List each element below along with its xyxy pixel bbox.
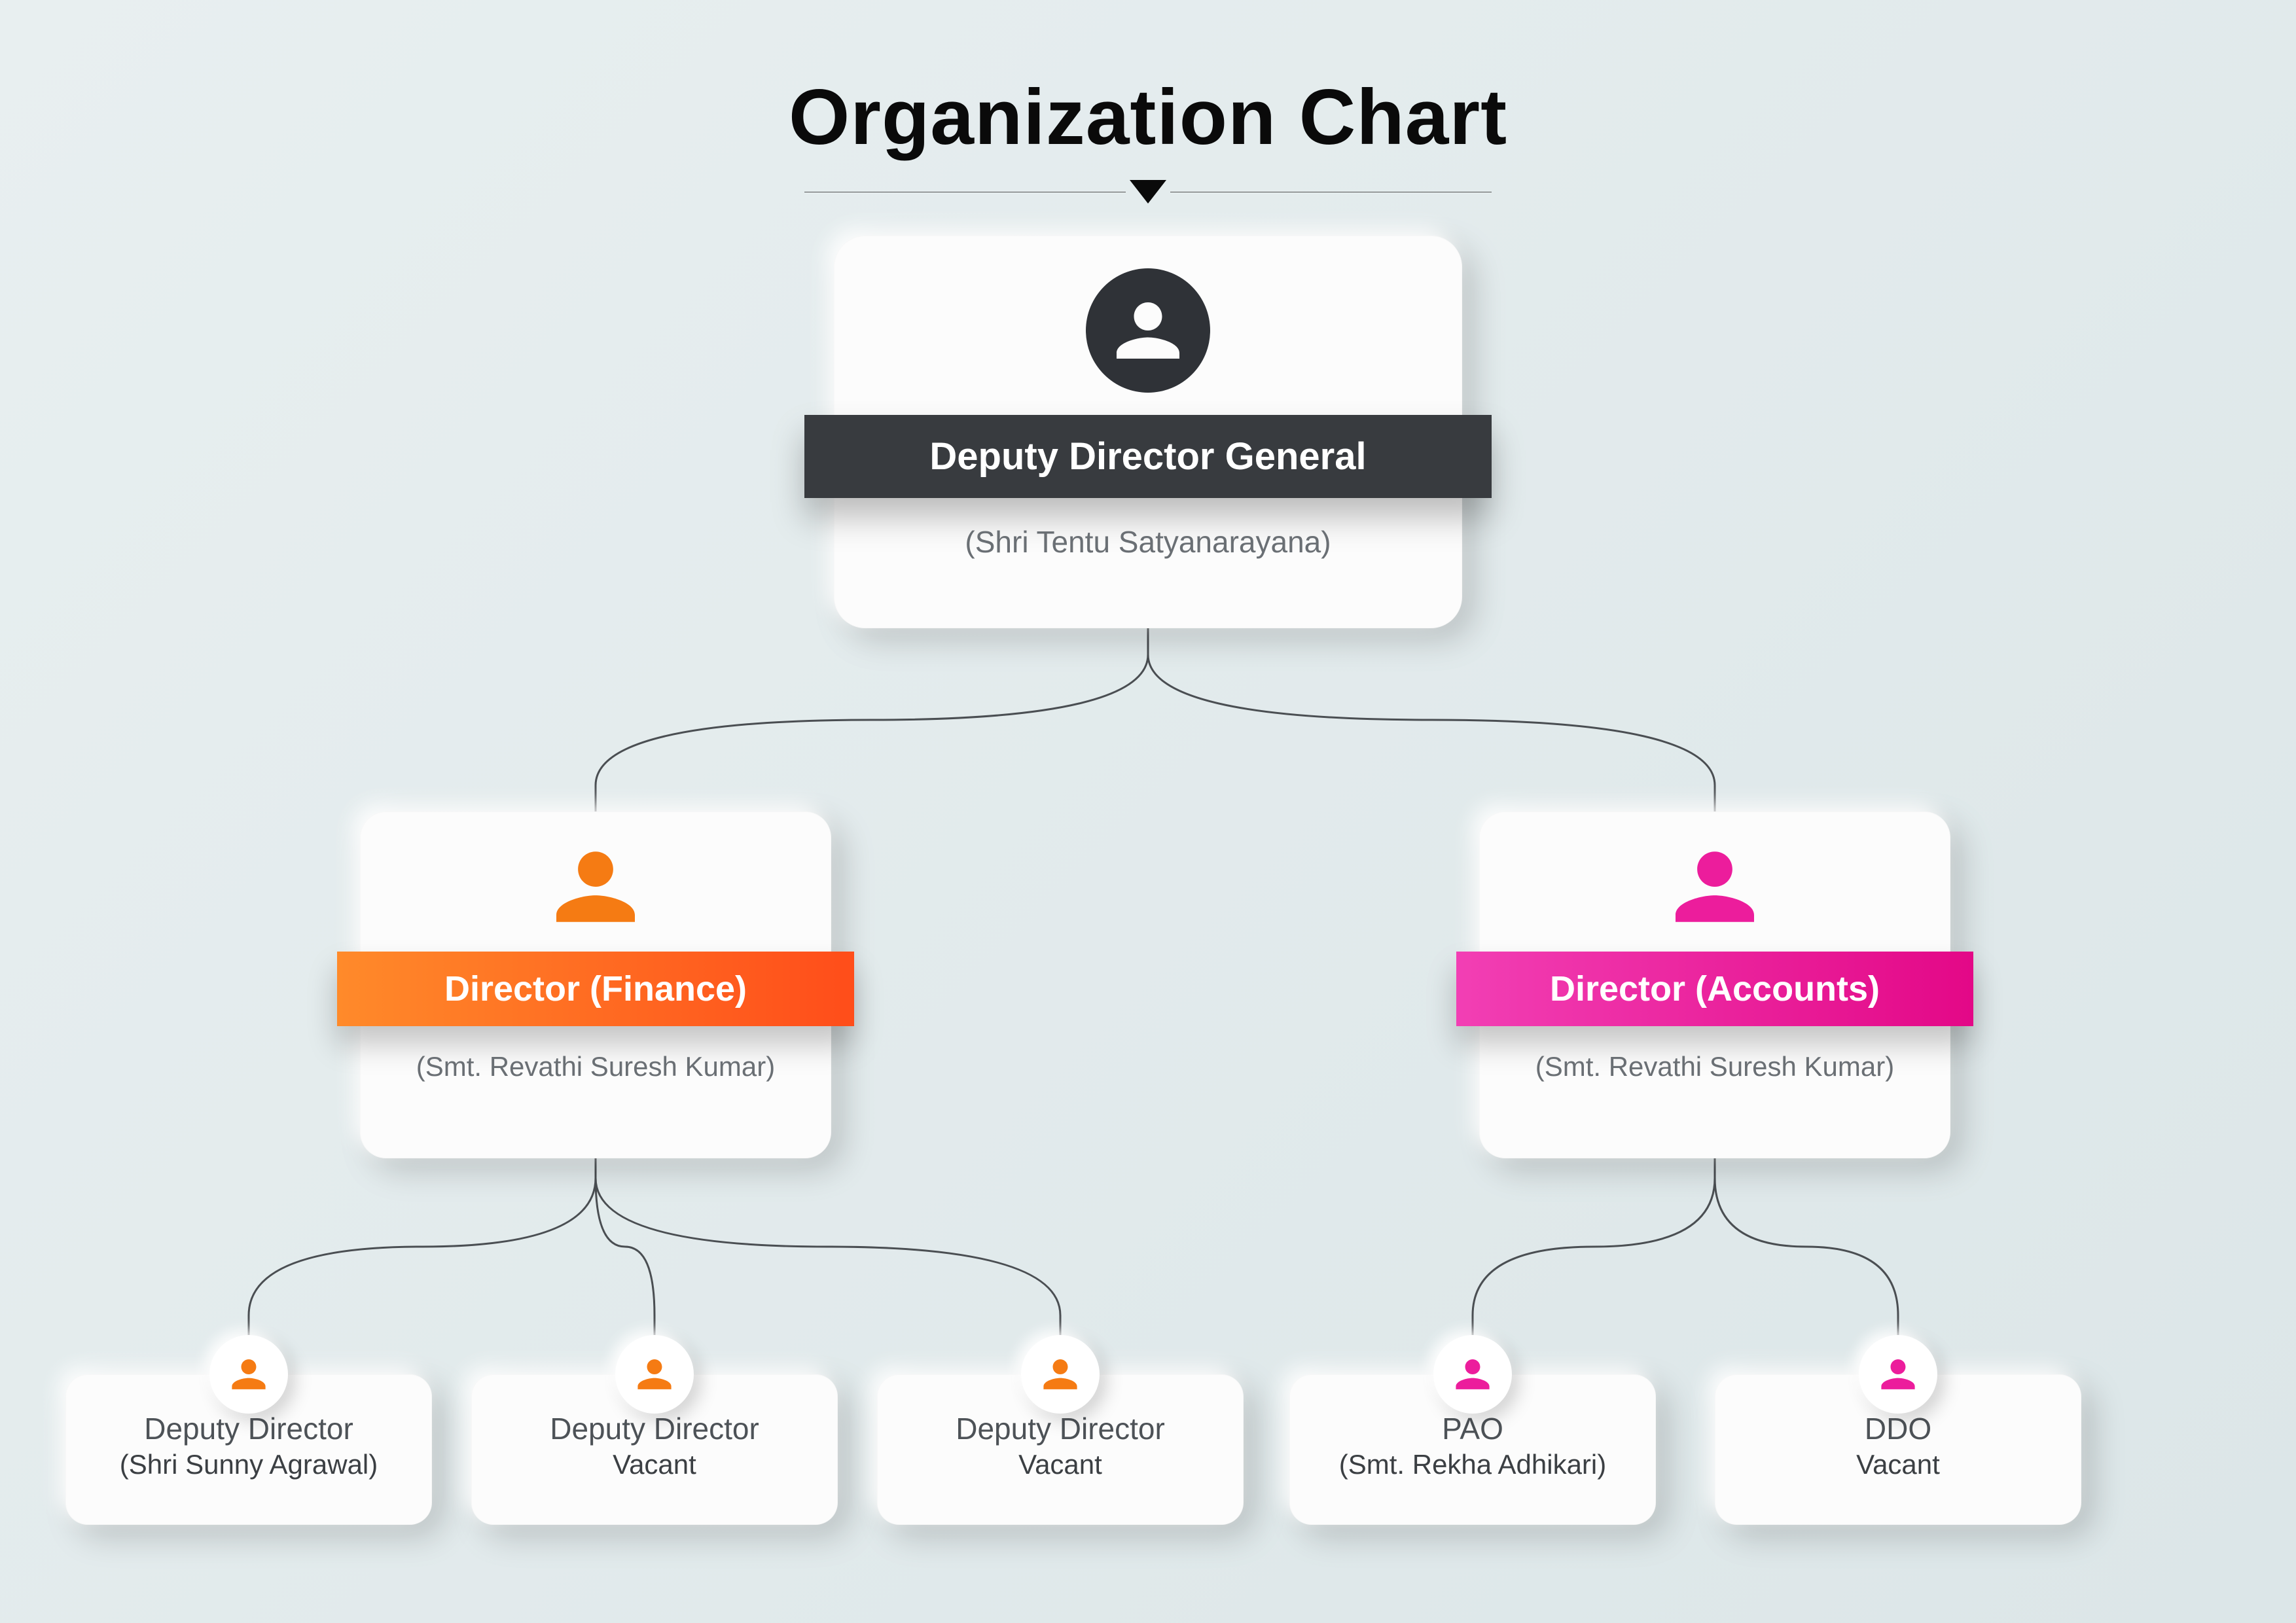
node-person: Vacant xyxy=(1018,1449,1102,1480)
node-role: Deputy Director xyxy=(956,1411,1165,1446)
node-role: PAO xyxy=(1442,1411,1503,1446)
node-person: Vacant xyxy=(613,1449,696,1480)
node-person: (Shri Sunny Agrawal) xyxy=(120,1449,378,1480)
node-subtitle: (Shri Tentu Satyanarayana) xyxy=(965,524,1331,560)
person-icon xyxy=(1433,1335,1512,1414)
person-icon xyxy=(615,1335,694,1414)
node-title-bar: Director (Accounts) xyxy=(1456,952,1973,1026)
page-title: Organization Chart xyxy=(789,72,1507,162)
node-subtitle: (Smt. Revathi Suresh Kumar) xyxy=(1535,1051,1895,1082)
person-icon xyxy=(1086,268,1210,393)
node-person: (Smt. Rekha Adhikari) xyxy=(1339,1449,1606,1480)
node-person: Vacant xyxy=(1856,1449,1940,1480)
node-title-bar: Director (Finance) xyxy=(337,952,854,1026)
node-role: Deputy Director xyxy=(144,1411,353,1446)
org-node-director-finance: Director (Finance) (Smt. Revathi Suresh … xyxy=(360,812,831,1158)
org-node-leaf: Deputy Director Vacant xyxy=(471,1374,838,1525)
org-node-leaf: PAO (Smt. Rekha Adhikari) xyxy=(1289,1374,1656,1525)
node-subtitle: (Smt. Revathi Suresh Kumar) xyxy=(416,1051,776,1082)
org-node-director-accounts: Director (Accounts) (Smt. Revathi Suresh… xyxy=(1479,812,1950,1158)
node-title-bar: Deputy Director General xyxy=(804,415,1492,498)
person-icon xyxy=(1021,1335,1100,1414)
person-icon xyxy=(209,1335,288,1414)
chevron-down-icon xyxy=(1130,180,1166,204)
org-node-leaf: Deputy Director (Shri Sunny Agrawal) xyxy=(65,1374,432,1525)
node-role: DDO xyxy=(1865,1411,1931,1446)
org-node-leaf: Deputy Director Vacant xyxy=(877,1374,1244,1525)
person-icon xyxy=(547,838,645,936)
title-underline xyxy=(804,180,1492,204)
org-node-ddg: Deputy Director General (Shri Tentu Saty… xyxy=(834,236,1462,628)
person-icon xyxy=(1666,838,1764,936)
org-node-leaf: DDO Vacant xyxy=(1715,1374,2081,1525)
person-icon xyxy=(1859,1335,1937,1414)
node-role: Deputy Director xyxy=(550,1411,759,1446)
